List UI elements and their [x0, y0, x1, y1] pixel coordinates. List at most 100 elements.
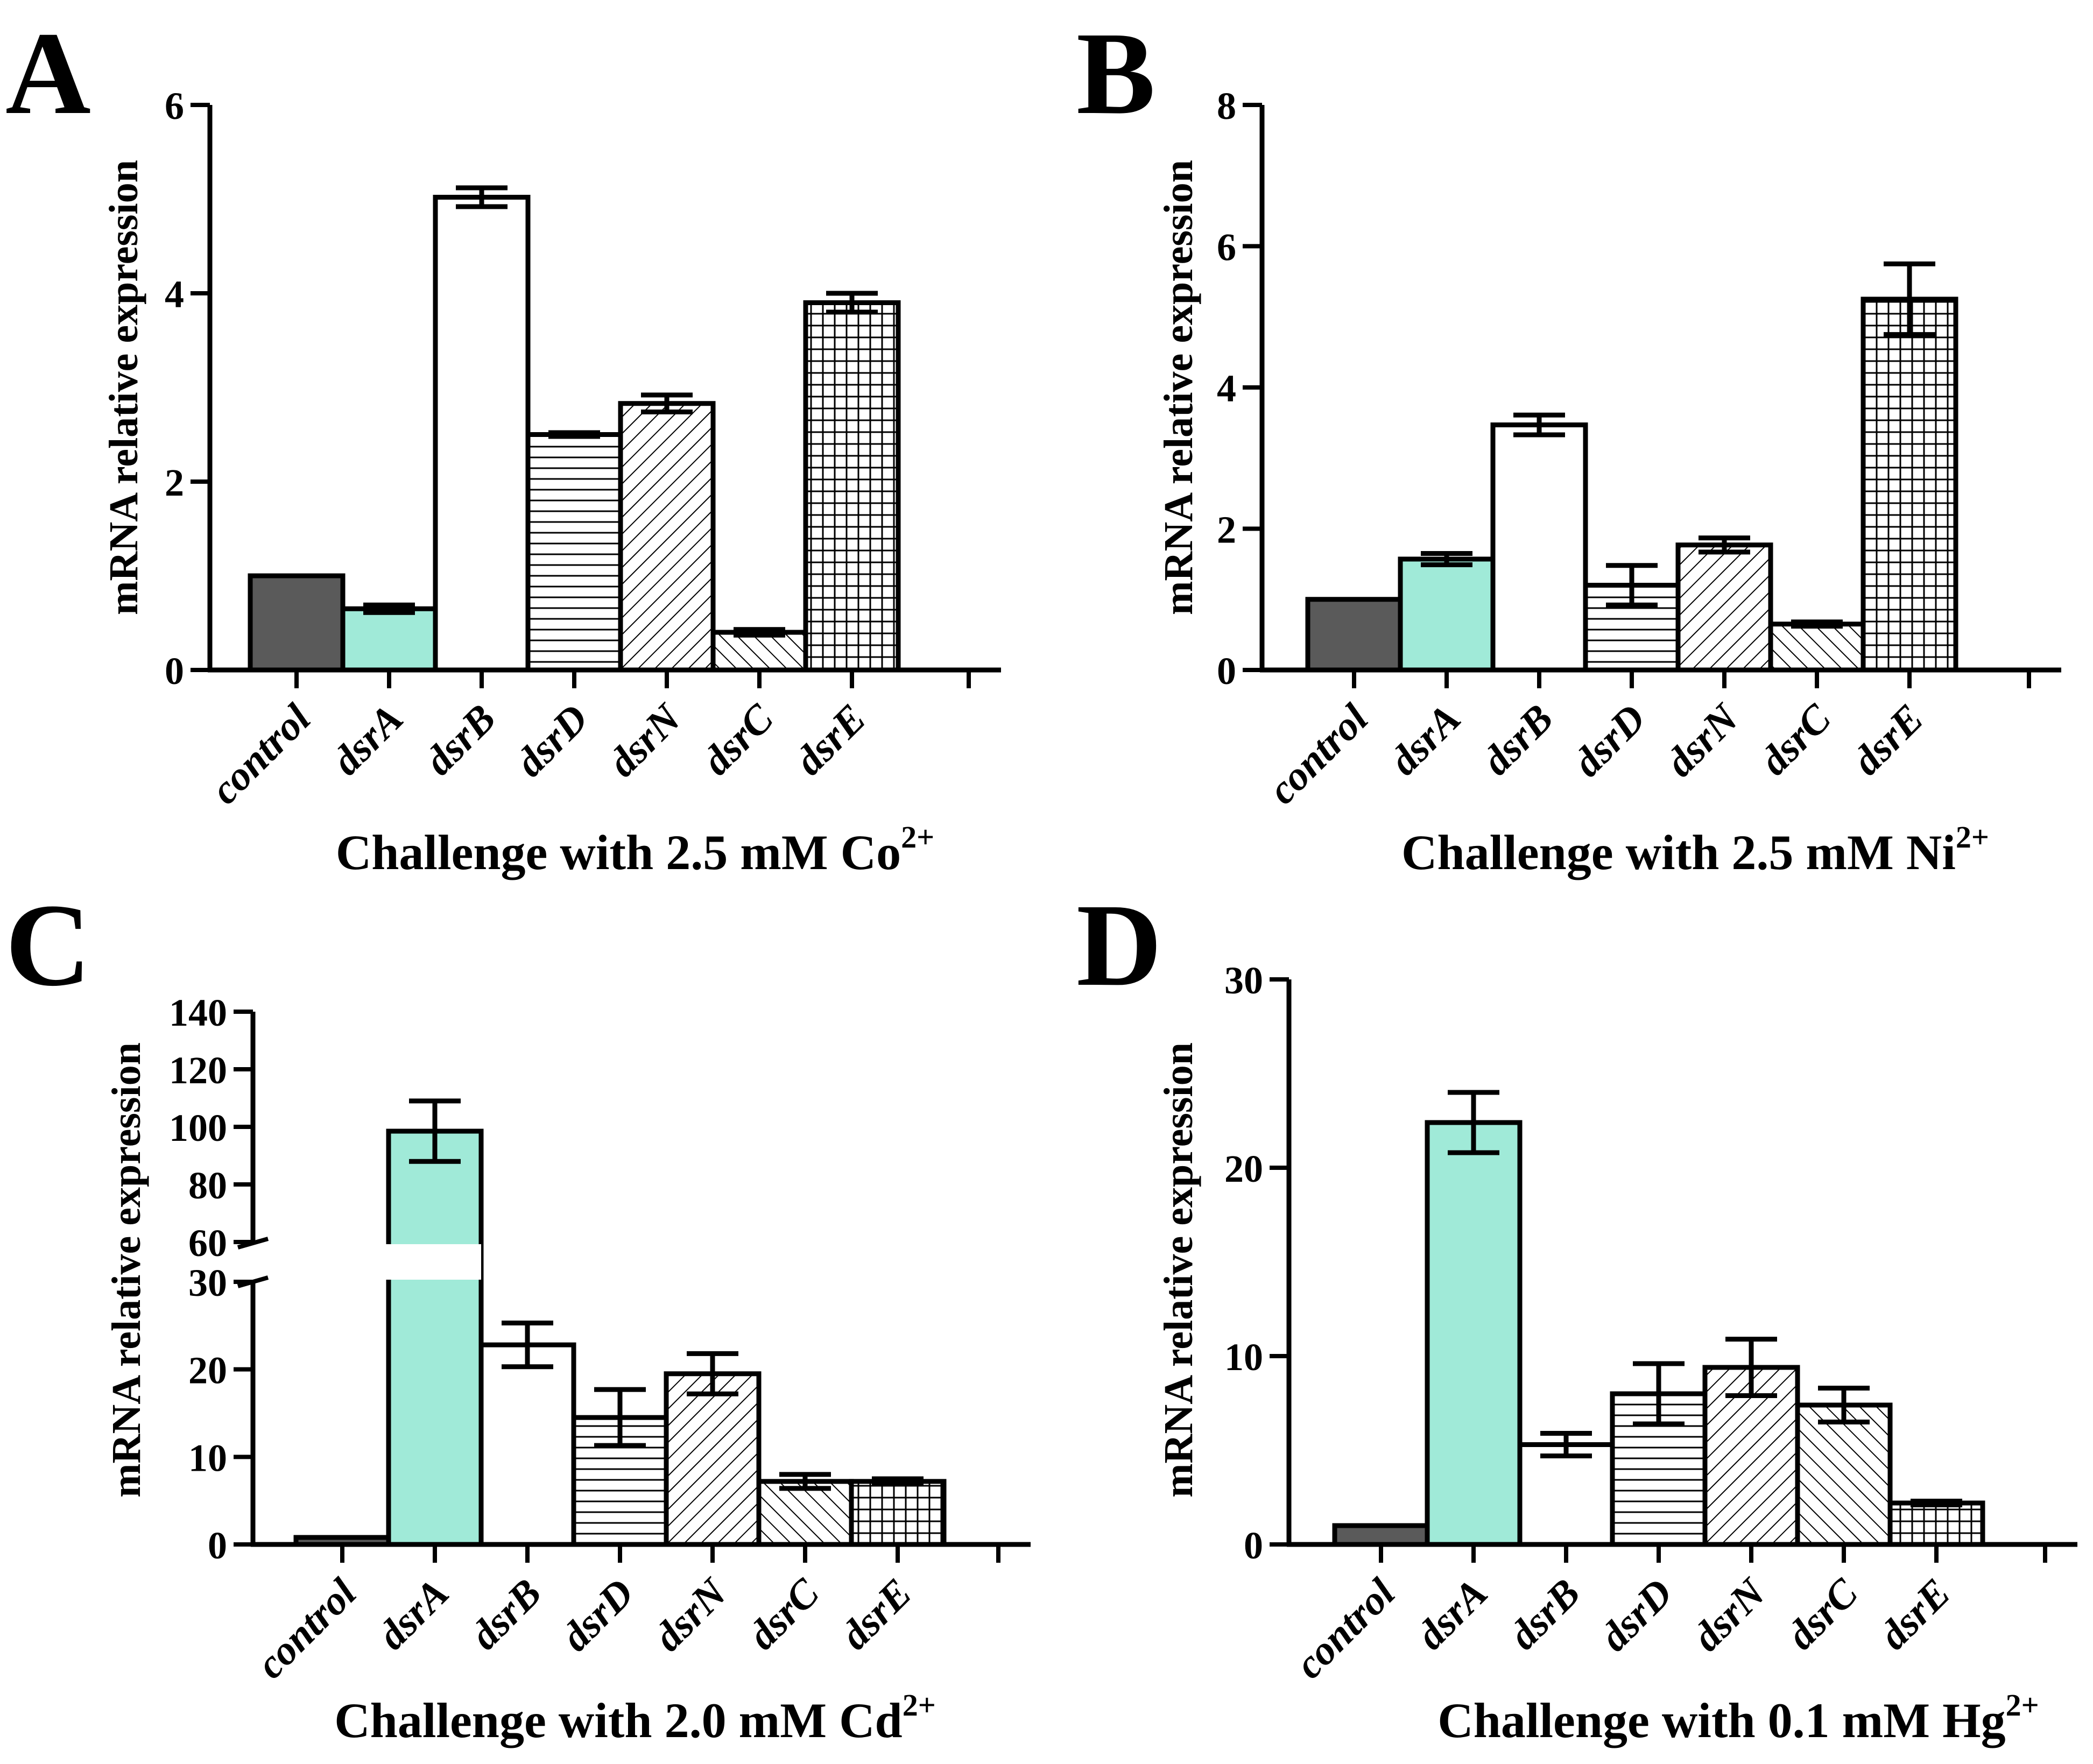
y-tick-label: 8	[1217, 84, 1236, 128]
x-tick-label: dsrA	[369, 1570, 457, 1659]
y-axis-label: mRNA relative expression	[104, 1042, 149, 1498]
plot-area: control dsrA dsrB dsrD dsrN dsrC dsrE 0 2 4 6 8	[1217, 84, 2061, 813]
bar-control	[1305, 597, 1403, 673]
bar-dsrA	[340, 606, 438, 673]
error-bar-dsrN	[1699, 535, 1750, 555]
error-bar-dsrB	[1513, 412, 1565, 438]
y-tick-label: 30	[1224, 959, 1263, 1002]
y-tick-label: 80	[188, 1164, 227, 1207]
x-axis-label-text: Challenge with 0.1 mM Hg	[1437, 1693, 2005, 1748]
y-tick-label: 10	[1224, 1336, 1263, 1379]
x-axis-label-superscript: 2+	[903, 1688, 936, 1723]
y-tick-label: 2	[165, 461, 184, 504]
bar-dsrN	[618, 401, 716, 673]
bar-dsrE	[1861, 297, 1958, 673]
x-tick-label: dsrC	[694, 695, 783, 784]
error-bar-dsrA	[1448, 1090, 1499, 1155]
y-axis-label: mRNA relative expression	[101, 160, 146, 615]
x-tick-label: dsrC	[739, 1570, 828, 1659]
x-tick-label: dsrD	[553, 1570, 643, 1660]
bar-dsrB	[1490, 422, 1588, 673]
x-tick-label: dsrA	[323, 696, 412, 784]
y-tick-label: 4	[165, 273, 184, 316]
panel-c: C mRNA relative expression Challenge wit…	[5, 879, 1031, 1748]
error-bar-dsrA	[1421, 551, 1472, 567]
y-tick-label: 4	[1217, 367, 1236, 410]
x-tick-label: dsrN	[645, 1569, 736, 1660]
x-axis-label-superscript: 2+	[2006, 1688, 2039, 1723]
x-tick-label: dsrC	[1751, 695, 1840, 784]
y-tick-label: 20	[1224, 1147, 1263, 1190]
x-tick-label: dsrN	[1657, 694, 1748, 785]
bar-dsrE	[849, 1479, 947, 1547]
error-bar-dsrE	[872, 1476, 924, 1487]
error-bar-dsrE	[1884, 261, 1935, 337]
bar-dsrC	[1768, 622, 1866, 673]
x-tick-label: dsrE	[786, 696, 875, 784]
x-tick-label: dsrN	[1684, 1569, 1775, 1660]
x-axis-label: Challenge with 2.5 mM Ni2+	[1401, 820, 1989, 880]
panel-label: B	[1076, 8, 1155, 139]
y-tick-label: 100	[169, 1106, 227, 1149]
y-tick-label: 2	[1217, 509, 1236, 552]
bar-dsrC	[710, 630, 808, 673]
panel-label: D	[1076, 879, 1162, 1011]
error-bar-dsrN	[687, 1351, 738, 1396]
error-bar-dsrE	[826, 291, 878, 315]
bar-control	[1332, 1523, 1430, 1547]
y-tick-label: 60	[188, 1222, 227, 1265]
error-bar-dsrD	[594, 1387, 646, 1448]
bar-dsrN	[1675, 542, 1773, 673]
error-bar-dsrE	[1911, 1499, 1962, 1507]
y-tick-label: 140	[169, 991, 227, 1034]
panel-label: A	[5, 8, 91, 139]
y-tick-label: 30	[188, 1261, 227, 1304]
x-tick-label: dsrE	[1844, 696, 1932, 784]
y-tick-label: 0	[165, 650, 184, 693]
x-axis-label-text: Challenge with 2.5 mM Co	[336, 825, 901, 880]
bar-dsrD	[525, 432, 623, 673]
x-tick-label: dsrN	[600, 694, 690, 785]
x-axis-label: Challenge with 2.0 mM Cd2+	[334, 1688, 936, 1748]
error-bar-dsrD	[548, 430, 600, 439]
bar-dsrE	[1887, 1500, 1985, 1547]
x-tick-label: dsrB	[1474, 696, 1562, 784]
x-tick-label: dsrB	[416, 696, 504, 784]
x-axis-label-superscript: 2+	[901, 820, 934, 855]
error-bar-dsrN	[1725, 1337, 1777, 1398]
error-bar-dsrN	[641, 392, 693, 414]
plot-area: control dsrA dsrB dsrD dsrN dsrC dsrE 0 2 4 6	[165, 84, 1001, 813]
y-tick-label: 0	[1244, 1524, 1263, 1567]
x-tick-label: dsrE	[832, 1570, 920, 1659]
y-tick-label: 0	[1217, 650, 1236, 693]
x-tick-label: control	[248, 1570, 365, 1688]
bar-dsrC	[1795, 1402, 1893, 1547]
error-bar-dsrC	[734, 627, 785, 638]
plot-area: control dsrA dsrB dsrD dsrN dsrC dsrE 0 10 20 3060…	[169, 991, 1031, 1687]
bar-dsrE	[803, 300, 901, 673]
bar-dsrA	[1425, 1120, 1523, 1547]
x-tick-label: dsrB	[1500, 1570, 1589, 1659]
panel-d: D mRNA relative expression Challenge wit…	[1076, 879, 2077, 1748]
error-bar-dsrD	[1606, 563, 1658, 608]
error-bar-dsrD	[1633, 1361, 1685, 1427]
bar-dsrB	[433, 195, 531, 673]
x-axis-label-text: Challenge with 2.0 mM Cd	[334, 1693, 902, 1748]
error-bar-dsrC	[1791, 619, 1843, 629]
x-tick-label: dsrA	[1408, 1570, 1496, 1659]
y-tick-label: 0	[208, 1524, 227, 1567]
error-bar-dsrB	[456, 185, 508, 209]
error-bar-dsrA	[363, 602, 415, 615]
x-axis-label: Challenge with 0.1 mM Hg2+	[1437, 1688, 2039, 1748]
x-tick-label: dsrA	[1381, 696, 1469, 784]
panel-a: A mRNA relative expression Challenge wit…	[5, 8, 1001, 880]
y-tick-label: 6	[165, 84, 184, 128]
error-bar-dsrC	[1818, 1386, 1870, 1424]
x-axis-label-text: Challenge with 2.5 mM Ni	[1401, 825, 1956, 880]
x-tick-label: dsrE	[1871, 1570, 1959, 1659]
bar-dsrA	[386, 1128, 484, 1547]
bar-dsrB	[1517, 1442, 1615, 1547]
panel-label: C	[5, 879, 91, 1011]
plot-area: control dsrA dsrB dsrD dsrN dsrC dsrE 0 10 20 30	[1224, 959, 2077, 1687]
